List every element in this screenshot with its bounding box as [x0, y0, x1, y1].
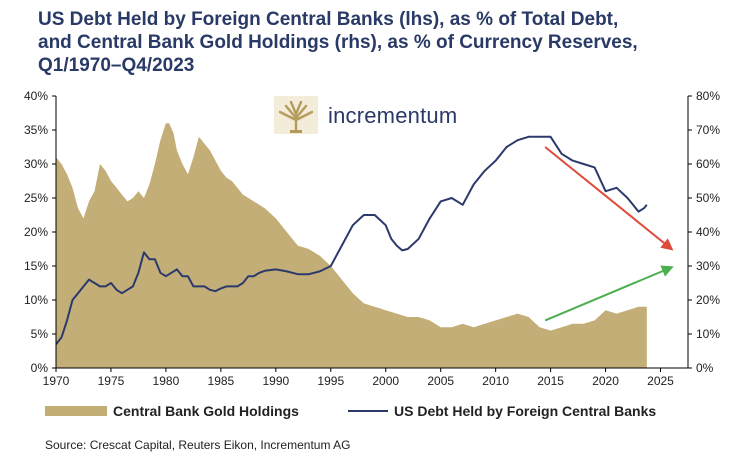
x-tick-label: 2000: [372, 374, 399, 388]
y-right-tick-label: 70%: [696, 123, 720, 137]
x-tick-label: 2010: [482, 374, 509, 388]
y-right-tick-label: 30%: [696, 259, 720, 273]
x-tick-label: 1990: [262, 374, 289, 388]
gold-holdings-area: [56, 123, 647, 368]
chart-title: US Debt Held by Foreign Central Banks (l…: [38, 8, 728, 77]
us-debt-line: [55, 135, 648, 345]
x-tick-label: 1975: [98, 374, 125, 388]
y-left-tick-label: 25%: [24, 191, 48, 205]
y-right-tick-label: 50%: [696, 191, 720, 205]
y-left-tick-label: 20%: [24, 225, 48, 239]
brand-name: incrementum: [328, 103, 458, 128]
x-tick-label: 2015: [537, 374, 564, 388]
trend-arrow-up: [544, 265, 674, 322]
y-left-tick-label: 15%: [24, 259, 48, 273]
x-tick-label: 2025: [647, 374, 674, 388]
legend-swatch-debt: [348, 410, 388, 412]
y-left-tick-label: 35%: [24, 123, 48, 137]
trend-arrow-down: [544, 146, 674, 251]
y-left-tick-label: 5%: [31, 327, 49, 341]
x-tick-label: 1985: [208, 374, 235, 388]
title-line-1: US Debt Held by Foreign Central Banks (l…: [38, 9, 619, 30]
y-right-tick-label: 0%: [696, 361, 714, 375]
y-left-tick-label: 10%: [24, 293, 48, 307]
legend: Central Bank Gold Holdings US Debt Held …: [45, 403, 735, 425]
x-tick-label: 1995: [317, 374, 344, 388]
legend-item-debt: US Debt Held by Foreign Central Banks: [348, 403, 656, 419]
x-tick-label: 1980: [153, 374, 180, 388]
x-tick-label: 1970: [43, 374, 70, 388]
y-right-tick-label: 10%: [696, 327, 720, 341]
legend-label-debt: US Debt Held by Foreign Central Banks: [394, 403, 657, 419]
title-line-2: and Central Bank Gold Holdings (rhs), as…: [38, 32, 638, 53]
legend-item-gold: Central Bank Gold Holdings: [45, 403, 299, 419]
title-line-3: Q1/1970–Q4/2023: [38, 55, 195, 76]
x-tick-label: 2005: [427, 374, 454, 388]
y-left-tick-label: 0%: [31, 361, 49, 375]
y-left-tick-label: 30%: [24, 157, 48, 171]
y-left-tick-label: 40%: [24, 89, 48, 103]
source-note: Source: Crescat Capital, Reuters Eikon, …: [45, 438, 351, 452]
legend-label-gold: Central Bank Gold Holdings: [113, 403, 299, 419]
y-right-tick-label: 80%: [696, 89, 720, 103]
y-right-tick-label: 20%: [696, 293, 720, 307]
tree-icon: [274, 96, 318, 134]
y-right-tick-label: 60%: [696, 157, 720, 171]
legend-swatch-gold: [45, 406, 107, 416]
x-tick-label: 2020: [592, 374, 619, 388]
y-right-tick-label: 40%: [696, 225, 720, 239]
